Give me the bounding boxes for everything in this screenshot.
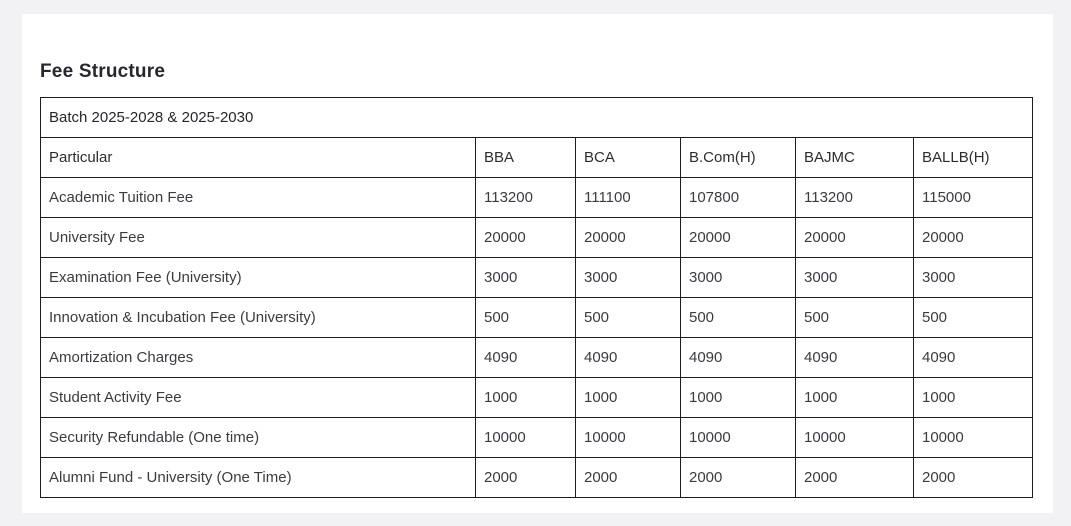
fee-value-cell: 2000 xyxy=(575,457,681,498)
fee-value-cell: 4090 xyxy=(680,337,796,378)
fee-value-cell: 20000 xyxy=(575,217,681,258)
fee-value-cell: 1000 xyxy=(913,377,1033,418)
fee-value-cell: 10000 xyxy=(795,417,914,458)
content-card: Fee Structure Batch 2025-2028 & 2025-203… xyxy=(22,14,1053,513)
fee-value-cell: 113200 xyxy=(475,177,576,218)
fee-value-cell: 500 xyxy=(913,297,1033,338)
fee-value-cell: 3000 xyxy=(680,257,796,298)
fee-value-cell: 115000 xyxy=(913,177,1033,218)
column-header-particular: Particular xyxy=(40,137,476,178)
particular-cell: Examination Fee (University) xyxy=(40,257,476,298)
fee-value-cell: 4090 xyxy=(795,337,914,378)
particular-cell: Academic Tuition Fee xyxy=(40,177,476,218)
fee-value-cell: 4090 xyxy=(913,337,1033,378)
fee-value-cell: 10000 xyxy=(913,417,1033,458)
page-title: Fee Structure xyxy=(40,61,166,82)
fee-value-cell: 10000 xyxy=(475,417,576,458)
column-header-bba: BBA xyxy=(475,137,576,178)
fee-value-cell: 10000 xyxy=(575,417,681,458)
particular-cell: Innovation & Incubation Fee (University) xyxy=(40,297,476,338)
fee-value-cell: 1000 xyxy=(575,377,681,418)
fee-value-cell: 500 xyxy=(680,297,796,338)
fee-value-cell: 107800 xyxy=(680,177,796,218)
fee-value-cell: 500 xyxy=(795,297,914,338)
fee-row-amortization-charges: Amortization Charges 4090 4090 4090 4090… xyxy=(40,337,1033,378)
fee-value-cell: 2000 xyxy=(795,457,914,498)
column-header-bajmc: BAJMC xyxy=(795,137,914,178)
particular-cell: Amortization Charges xyxy=(40,337,476,378)
fee-value-cell: 20000 xyxy=(795,217,914,258)
fee-value-cell: 2000 xyxy=(475,457,576,498)
fee-row-student-activity: Student Activity Fee 1000 1000 1000 1000… xyxy=(40,377,1033,418)
batch-header: Batch 2025-2028 & 2025-2030 xyxy=(40,97,1033,138)
fee-value-cell: 1000 xyxy=(680,377,796,418)
fee-structure-table: Batch 2025-2028 & 2025-2030 Particular B… xyxy=(40,97,1033,498)
fee-value-cell: 113200 xyxy=(795,177,914,218)
particular-cell: University Fee xyxy=(40,217,476,258)
fee-row-innovation-incubation: Innovation & Incubation Fee (University)… xyxy=(40,297,1033,338)
column-header-bca: BCA xyxy=(575,137,681,178)
fee-value-cell: 500 xyxy=(475,297,576,338)
column-header-row: Particular BBA BCA B.Com(H) BAJMC BALLB(… xyxy=(40,137,1033,178)
fee-value-cell: 3000 xyxy=(795,257,914,298)
particular-cell: Alumni Fund - University (One Time) xyxy=(40,457,476,498)
fee-value-cell: 4090 xyxy=(475,337,576,378)
batch-header-row: Batch 2025-2028 & 2025-2030 xyxy=(40,97,1033,138)
fee-value-cell: 2000 xyxy=(913,457,1033,498)
fee-value-cell: 3000 xyxy=(913,257,1033,298)
fee-value-cell: 1000 xyxy=(475,377,576,418)
fee-row-academic-tuition: Academic Tuition Fee 113200 111100 10780… xyxy=(40,177,1033,218)
fee-value-cell: 20000 xyxy=(475,217,576,258)
fee-row-security-refundable: Security Refundable (One time) 10000 100… xyxy=(40,417,1033,458)
fee-value-cell: 10000 xyxy=(680,417,796,458)
fee-value-cell: 4090 xyxy=(575,337,681,378)
fee-value-cell: 20000 xyxy=(913,217,1033,258)
fee-value-cell: 111100 xyxy=(575,177,681,218)
particular-cell: Security Refundable (One time) xyxy=(40,417,476,458)
fee-row-university-fee: University Fee 20000 20000 20000 20000 2… xyxy=(40,217,1033,258)
fee-row-alumni-fund: Alumni Fund - University (One Time) 2000… xyxy=(40,457,1033,498)
fee-value-cell: 500 xyxy=(575,297,681,338)
fee-value-cell: 3000 xyxy=(575,257,681,298)
column-header-bcom-h: B.Com(H) xyxy=(680,137,796,178)
fee-value-cell: 2000 xyxy=(680,457,796,498)
fee-row-examination-fee: Examination Fee (University) 3000 3000 3… xyxy=(40,257,1033,298)
fee-value-cell: 20000 xyxy=(680,217,796,258)
fee-value-cell: 3000 xyxy=(475,257,576,298)
fee-value-cell: 1000 xyxy=(795,377,914,418)
column-header-ballb-h: BALLB(H) xyxy=(913,137,1033,178)
particular-cell: Student Activity Fee xyxy=(40,377,476,418)
